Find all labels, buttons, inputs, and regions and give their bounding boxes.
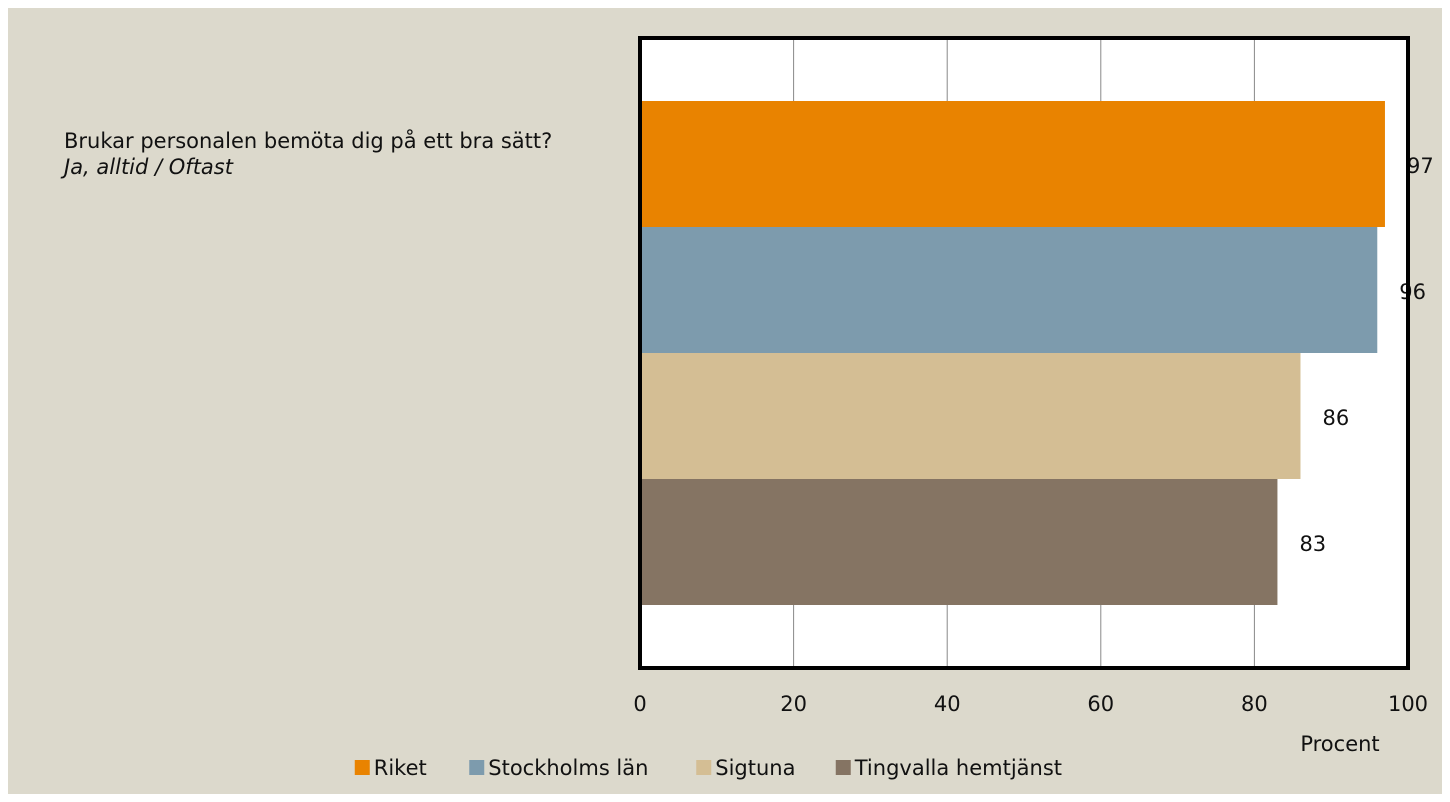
x-axis-label: Procent	[1300, 732, 1379, 756]
plot-border	[638, 36, 1410, 670]
x-tick-label: 60	[1087, 692, 1114, 716]
legend-label: Stockholms län	[488, 756, 648, 780]
legend-swatch	[469, 760, 485, 775]
legend-label: Tingvalla hemtjänst	[854, 756, 1062, 780]
x-tick-label: 80	[1241, 692, 1268, 716]
legend-swatch	[835, 760, 851, 775]
x-tick-label: 0	[633, 692, 646, 716]
chart-title: Brukar personalen bemöta dig på ett bra …	[64, 129, 553, 153]
x-tick-label: 40	[934, 692, 961, 716]
bar	[640, 101, 1385, 227]
legend-label: Riket	[374, 756, 427, 780]
data-label: 96	[1399, 280, 1426, 304]
x-tick-label: 100	[1388, 692, 1428, 716]
bar	[640, 479, 1278, 605]
question: Brukar personalen bemöta dig på ett bra …	[64, 128, 584, 180]
legend-label: Sigtuna	[715, 756, 795, 780]
bar	[640, 227, 1378, 353]
data-label: 97	[1407, 154, 1434, 178]
data-label: 83	[1299, 532, 1326, 556]
data-label: 86	[1322, 406, 1349, 430]
x-tick-label: 20	[780, 692, 807, 716]
legend-swatch	[354, 760, 370, 775]
legend-swatch	[696, 760, 712, 775]
bar	[640, 353, 1301, 479]
chart-subtitle: Ja, alltid / Oftast	[64, 155, 233, 179]
